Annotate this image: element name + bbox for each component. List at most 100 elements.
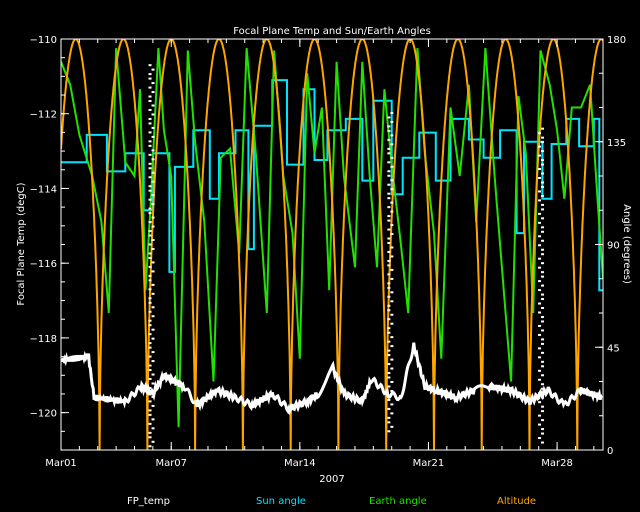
fp-temp-spike-point [148,355,152,358]
fp-temp-spike-point [541,226,545,229]
fp-temp-spike-point [387,349,391,352]
fp-temp-spike-point [541,230,545,233]
plot-area [61,39,603,450]
fp-temp-spike-point [151,68,155,71]
fp-temp-spike-point [387,197,391,200]
fp-temp-spike-point [541,239,545,242]
fp-temp-spike-point [538,289,542,292]
fp-temp-spike-point [541,365,545,368]
y-left-tick-label: −120 [30,409,57,420]
fp-temp-spike-point [538,437,542,440]
fp-temp-spike-point [541,293,545,296]
fp-temp-spike-point [390,120,394,123]
fp-temp-spike-point [148,409,152,412]
fp-temp-spike-point [387,363,391,366]
fp-temp-spike-point [387,242,391,245]
fp-temp-spike-point [151,261,155,264]
fp-temp-spike-point [151,395,155,398]
fp-temp-spike-point [541,208,545,211]
fp-temp-spike-point [148,297,152,300]
fp-temp-spike-point [387,394,391,397]
fp-temp-spike-point [538,280,542,283]
fp-temp-spike-point [148,64,152,67]
fp-temp-spike-point [538,257,542,260]
fp-temp-spike-point [541,396,545,399]
fp-temp-spike-point [151,158,155,161]
fp-temp-spike-point [390,336,394,339]
y-left-tick-label: −116 [30,259,57,270]
fp-temp-spike-point [541,432,545,435]
x-tick-label: Mar21 [413,458,445,469]
fp-temp-spike-point [538,266,542,269]
fp-temp-spike-point [387,354,391,357]
fp-temp-spike-point [538,199,542,202]
fp-temp-spike-point [541,141,545,144]
fp-temp-spike-point [151,306,155,309]
x-tick-label: Mar14 [284,458,316,469]
fp-temp-spike-point [148,369,152,372]
fp-temp-spike-point [148,400,152,403]
fp-temp-spike-point [387,430,391,433]
fp-temp-spike-point [148,413,152,416]
fp-temp-spike-point [541,360,545,363]
fp-temp-spike-point [151,351,155,354]
fp-temp-spike-point [541,194,545,197]
fp-temp-spike-point [541,315,545,318]
fp-temp-spike-point [387,161,391,164]
fp-temp-spike-point [151,203,155,206]
fp-temp-spike-point [390,210,394,213]
fp-temp-spike-point [541,428,545,431]
fp-temp-spike-point [151,91,155,94]
fp-temp-spike-point [538,221,542,224]
fp-temp-spike-point [387,259,391,262]
fp-temp-spike-point [390,268,394,271]
fp-temp-spike-point [538,302,542,305]
fp-temp-spike-point [390,111,394,114]
y-right-tick-label: 180 [607,35,626,46]
fp-temp-spike-point [148,279,152,282]
fp-temp-spike-point [390,255,394,258]
fp-temp-spike-point [151,360,155,363]
fp-temp-spike-point [148,364,152,367]
fp-temp-spike-point [148,212,152,215]
fp-temp-spike-point [538,132,542,135]
fp-temp-spike-point [387,125,391,128]
fp-temp-spike-point [148,230,152,233]
legend-fp-temp: FP_temp [127,496,170,507]
fp-temp-spike-point [538,168,542,171]
fp-temp-spike-point [148,73,152,76]
fp-temp-spike-point [148,391,152,394]
fp-temp-spike-point [148,265,152,268]
fp-temp-spike-point [541,374,545,377]
fp-temp-spike-point [387,219,391,222]
fp-temp-spike-point [541,185,545,188]
fp-temp-spike-point [387,116,391,119]
fp-temp-spike-point [390,412,394,415]
fp-temp-spike-point [148,95,152,98]
fp-temp-spike-point [148,445,152,448]
fp-temp-spike-point [148,243,152,246]
fp-temp-spike-point [148,162,152,165]
fp-temp-spike-point [387,372,391,375]
fp-temp-spike-point [151,225,155,228]
fp-temp-spike-point [387,340,391,343]
fp-temp-spike-point [151,135,155,138]
fp-temp-spike-point [541,387,545,390]
legend-altitude: Altitude [497,496,536,507]
fp-temp-spike-point [390,291,394,294]
x-tick-label: Mar01 [45,458,77,469]
fp-temp-spike-point [387,183,391,186]
fp-temp-spike-point [538,244,542,247]
fp-temp-spike-point [151,171,155,174]
fp-temp-spike-point [148,234,152,237]
legend-sun-angle: Sun angle [256,496,306,507]
fp-temp-spike-point [541,351,545,354]
fp-temp-spike-point [148,117,152,120]
fp-temp-spike-point [387,192,391,195]
fp-temp-spike-point [538,333,542,336]
fp-temp-spike-point [541,329,545,332]
fp-temp-spike-point [148,288,152,291]
fp-temp-spike [538,127,545,444]
x-axis-label: 2007 [319,474,344,485]
